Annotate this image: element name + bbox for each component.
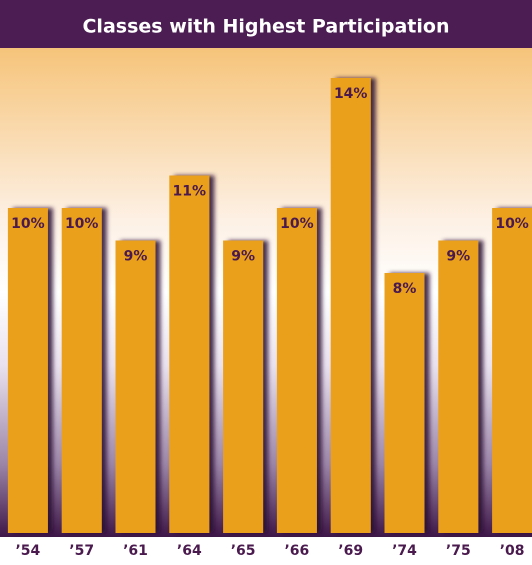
bar — [384, 273, 425, 533]
data-label: 9% — [124, 249, 148, 265]
x-tick-label: ’57 — [69, 543, 94, 559]
bar — [492, 208, 532, 533]
x-tick-label: ’64 — [177, 543, 202, 559]
data-label: 10% — [11, 216, 45, 232]
bar — [115, 240, 156, 533]
bar — [438, 240, 479, 533]
bar — [169, 175, 210, 533]
x-tick-label: ’74 — [392, 543, 417, 559]
data-label: 10% — [280, 216, 314, 232]
data-label: 10% — [65, 216, 99, 232]
data-label: 9% — [231, 249, 255, 265]
data-label: 9% — [446, 249, 470, 265]
data-label: 11% — [173, 184, 207, 200]
chart-title: Classes with Highest Participation — [82, 16, 449, 38]
data-label: 14% — [334, 86, 368, 102]
title-bar — [0, 0, 532, 48]
x-tick-label: ’75 — [446, 543, 471, 559]
bar — [7, 208, 48, 533]
bar — [330, 78, 371, 533]
bar — [276, 208, 317, 533]
x-tick-label: ’61 — [123, 543, 148, 559]
bar — [61, 208, 102, 533]
bar — [223, 240, 264, 533]
x-tick-label: ’65 — [231, 543, 256, 559]
x-tick-label: ’69 — [338, 543, 363, 559]
data-label: 8% — [393, 281, 417, 297]
x-tick-label: ’54 — [15, 543, 40, 559]
data-label: 10% — [495, 216, 529, 232]
x-tick-label: ’08 — [500, 543, 525, 559]
x-tick-label: ’66 — [284, 543, 309, 559]
